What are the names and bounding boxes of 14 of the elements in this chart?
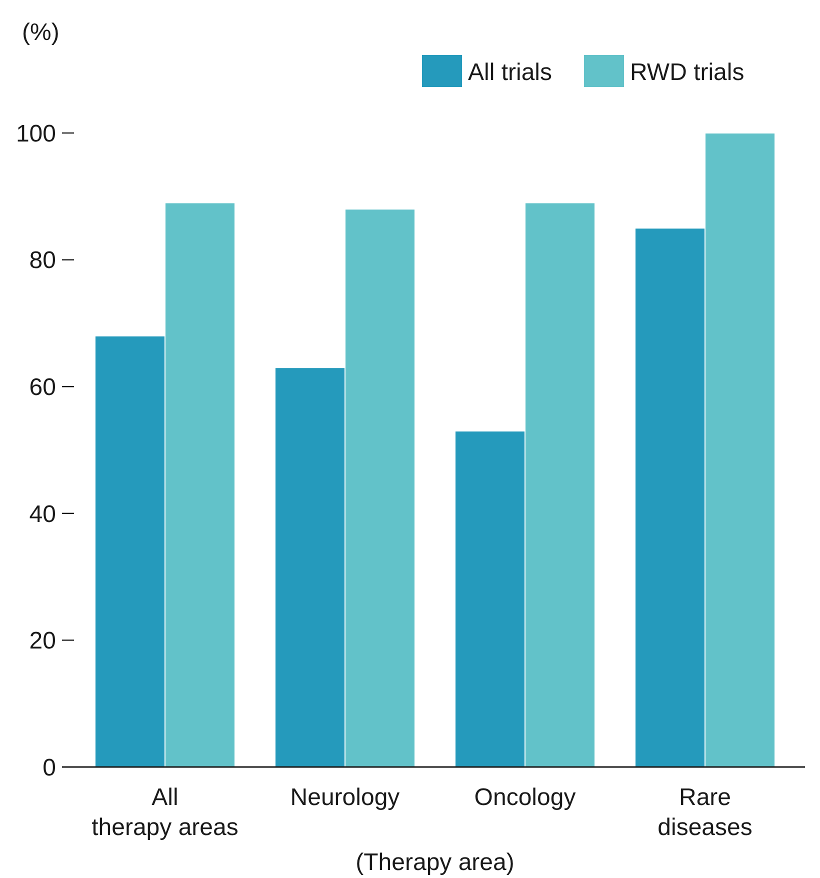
y-tick-label: 80 [29, 247, 56, 274]
x-axis-title: (Therapy area) [356, 849, 514, 876]
x-tick-label: Rare diseases [658, 784, 752, 841]
y-tick-label: 100 [16, 120, 56, 148]
y-tick-label: 20 [29, 628, 56, 655]
legend-label: RWD trials [630, 59, 744, 86]
x-tick-label: Neurology [290, 784, 400, 811]
y-axis-title: (%) [22, 19, 60, 46]
x-tick-label: All therapy areas [92, 784, 238, 841]
y-tick-label: 40 [29, 500, 56, 528]
x-tick-label: Oncology [474, 784, 576, 811]
y-tick-label: 0 [42, 754, 56, 782]
y-tick-label: 60 [29, 374, 56, 401]
legend-label: All trials [468, 59, 552, 86]
